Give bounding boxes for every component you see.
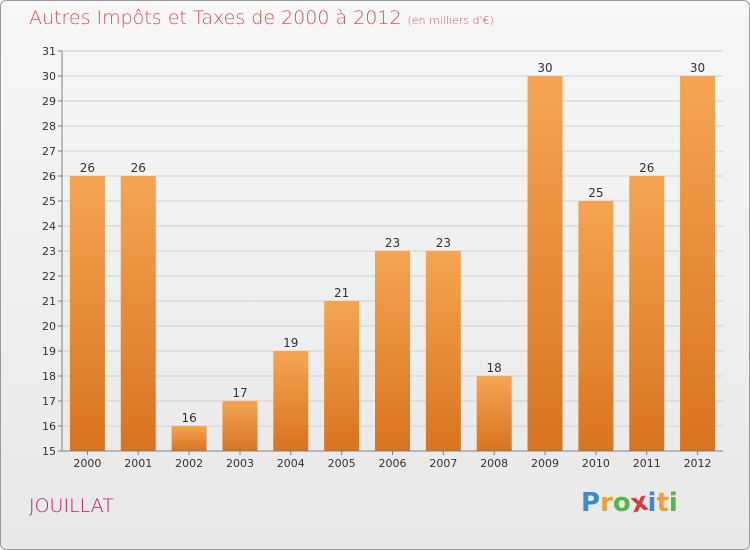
x-tick-label-2011: 2011	[633, 457, 661, 470]
data-label-2012: 30	[690, 61, 705, 75]
data-label-2002: 16	[181, 411, 196, 425]
x-tick-label-2009: 2009	[531, 457, 559, 470]
x-tick-label-2010: 2010	[582, 457, 610, 470]
axes: 15 16 17 18 19 20 21 22 23 24 25 26 27 28 29 30 31 2000 20…	[42, 45, 723, 470]
data-label-2004: 19	[283, 336, 298, 350]
logo-letter: o	[612, 488, 631, 518]
data-label-2001: 26	[131, 161, 146, 175]
y-tick-label: 18	[42, 370, 56, 383]
bar-2006	[375, 251, 410, 451]
y-tick-label: 28	[42, 120, 56, 133]
x-tick-label-2000: 2000	[73, 457, 101, 470]
logo-letter: t	[656, 488, 669, 518]
data-label-2009: 30	[537, 61, 552, 75]
y-tick-label: 25	[42, 195, 56, 208]
chart-title-text: Autres Impôts et Taxes de 2000 à 2012	[29, 7, 402, 29]
y-tick-label: 31	[42, 45, 56, 58]
place-name: JOUILLAT	[29, 495, 114, 517]
x-tick-label-2005: 2005	[328, 457, 356, 470]
y-tick-label: 21	[42, 295, 56, 308]
y-tick-label: 27	[42, 145, 56, 158]
bar-2002	[171, 426, 207, 451]
x-tick-label-2001: 2001	[124, 457, 152, 470]
x-tick-label-2012: 2012	[684, 457, 712, 470]
bar-2003	[222, 401, 258, 451]
x-tick-label-2006: 2006	[379, 457, 407, 470]
data-label-2010: 25	[588, 186, 603, 200]
y-tick-label: 22	[42, 270, 56, 283]
logo-letter: i	[647, 488, 657, 518]
x-tick-label-2002: 2002	[175, 457, 203, 470]
bar-2012	[680, 76, 716, 451]
y-tick-label: 19	[42, 345, 56, 358]
bars: 26 26 16 17 19 21 23 23 18 30 25 26 30	[69, 61, 716, 451]
chart-subtitle: (en milliers d'€)	[407, 14, 494, 27]
data-label-2000: 26	[80, 161, 95, 175]
bar-2000	[69, 176, 105, 451]
data-label-2011: 26	[639, 161, 654, 175]
bar-2011	[629, 176, 665, 451]
x-tick-label-2003: 2003	[226, 457, 254, 470]
bar-2010	[578, 201, 614, 451]
y-tick-label: 20	[42, 320, 56, 333]
data-label-2005: 21	[334, 286, 349, 300]
logo-letter: r	[600, 488, 613, 518]
proxiti-logo: Proxiti	[581, 487, 678, 520]
chart-title: Autres Impôts et Taxes de 2000 à 2012 (en…	[29, 7, 494, 29]
y-tick-label: 23	[42, 245, 56, 258]
bar-2005	[324, 301, 360, 451]
logo-letter: i	[668, 488, 678, 518]
y-tick-label: 30	[42, 70, 56, 83]
logo-letter: P	[581, 488, 601, 518]
data-label-2003: 17	[232, 386, 247, 400]
bar-2001	[120, 176, 156, 451]
y-tick-label: 29	[42, 95, 56, 108]
y-tick-label: 24	[42, 220, 56, 233]
x-tick-label-2008: 2008	[480, 457, 508, 470]
data-label-2006: 23	[385, 236, 400, 250]
y-tick-label: 15	[42, 445, 56, 458]
y-tick-label: 16	[42, 420, 56, 433]
y-tick-label: 26	[42, 170, 56, 183]
bar-2008	[476, 376, 512, 451]
y-tick-label: 17	[42, 395, 56, 408]
x-tick-label-2007: 2007	[429, 457, 457, 470]
data-label-2007: 23	[436, 236, 451, 250]
bar-2007	[425, 251, 461, 451]
bar-2004	[273, 351, 309, 451]
data-label-2008: 18	[487, 361, 502, 375]
bar-2009	[527, 76, 563, 451]
x-tick-label-2004: 2004	[277, 457, 305, 470]
